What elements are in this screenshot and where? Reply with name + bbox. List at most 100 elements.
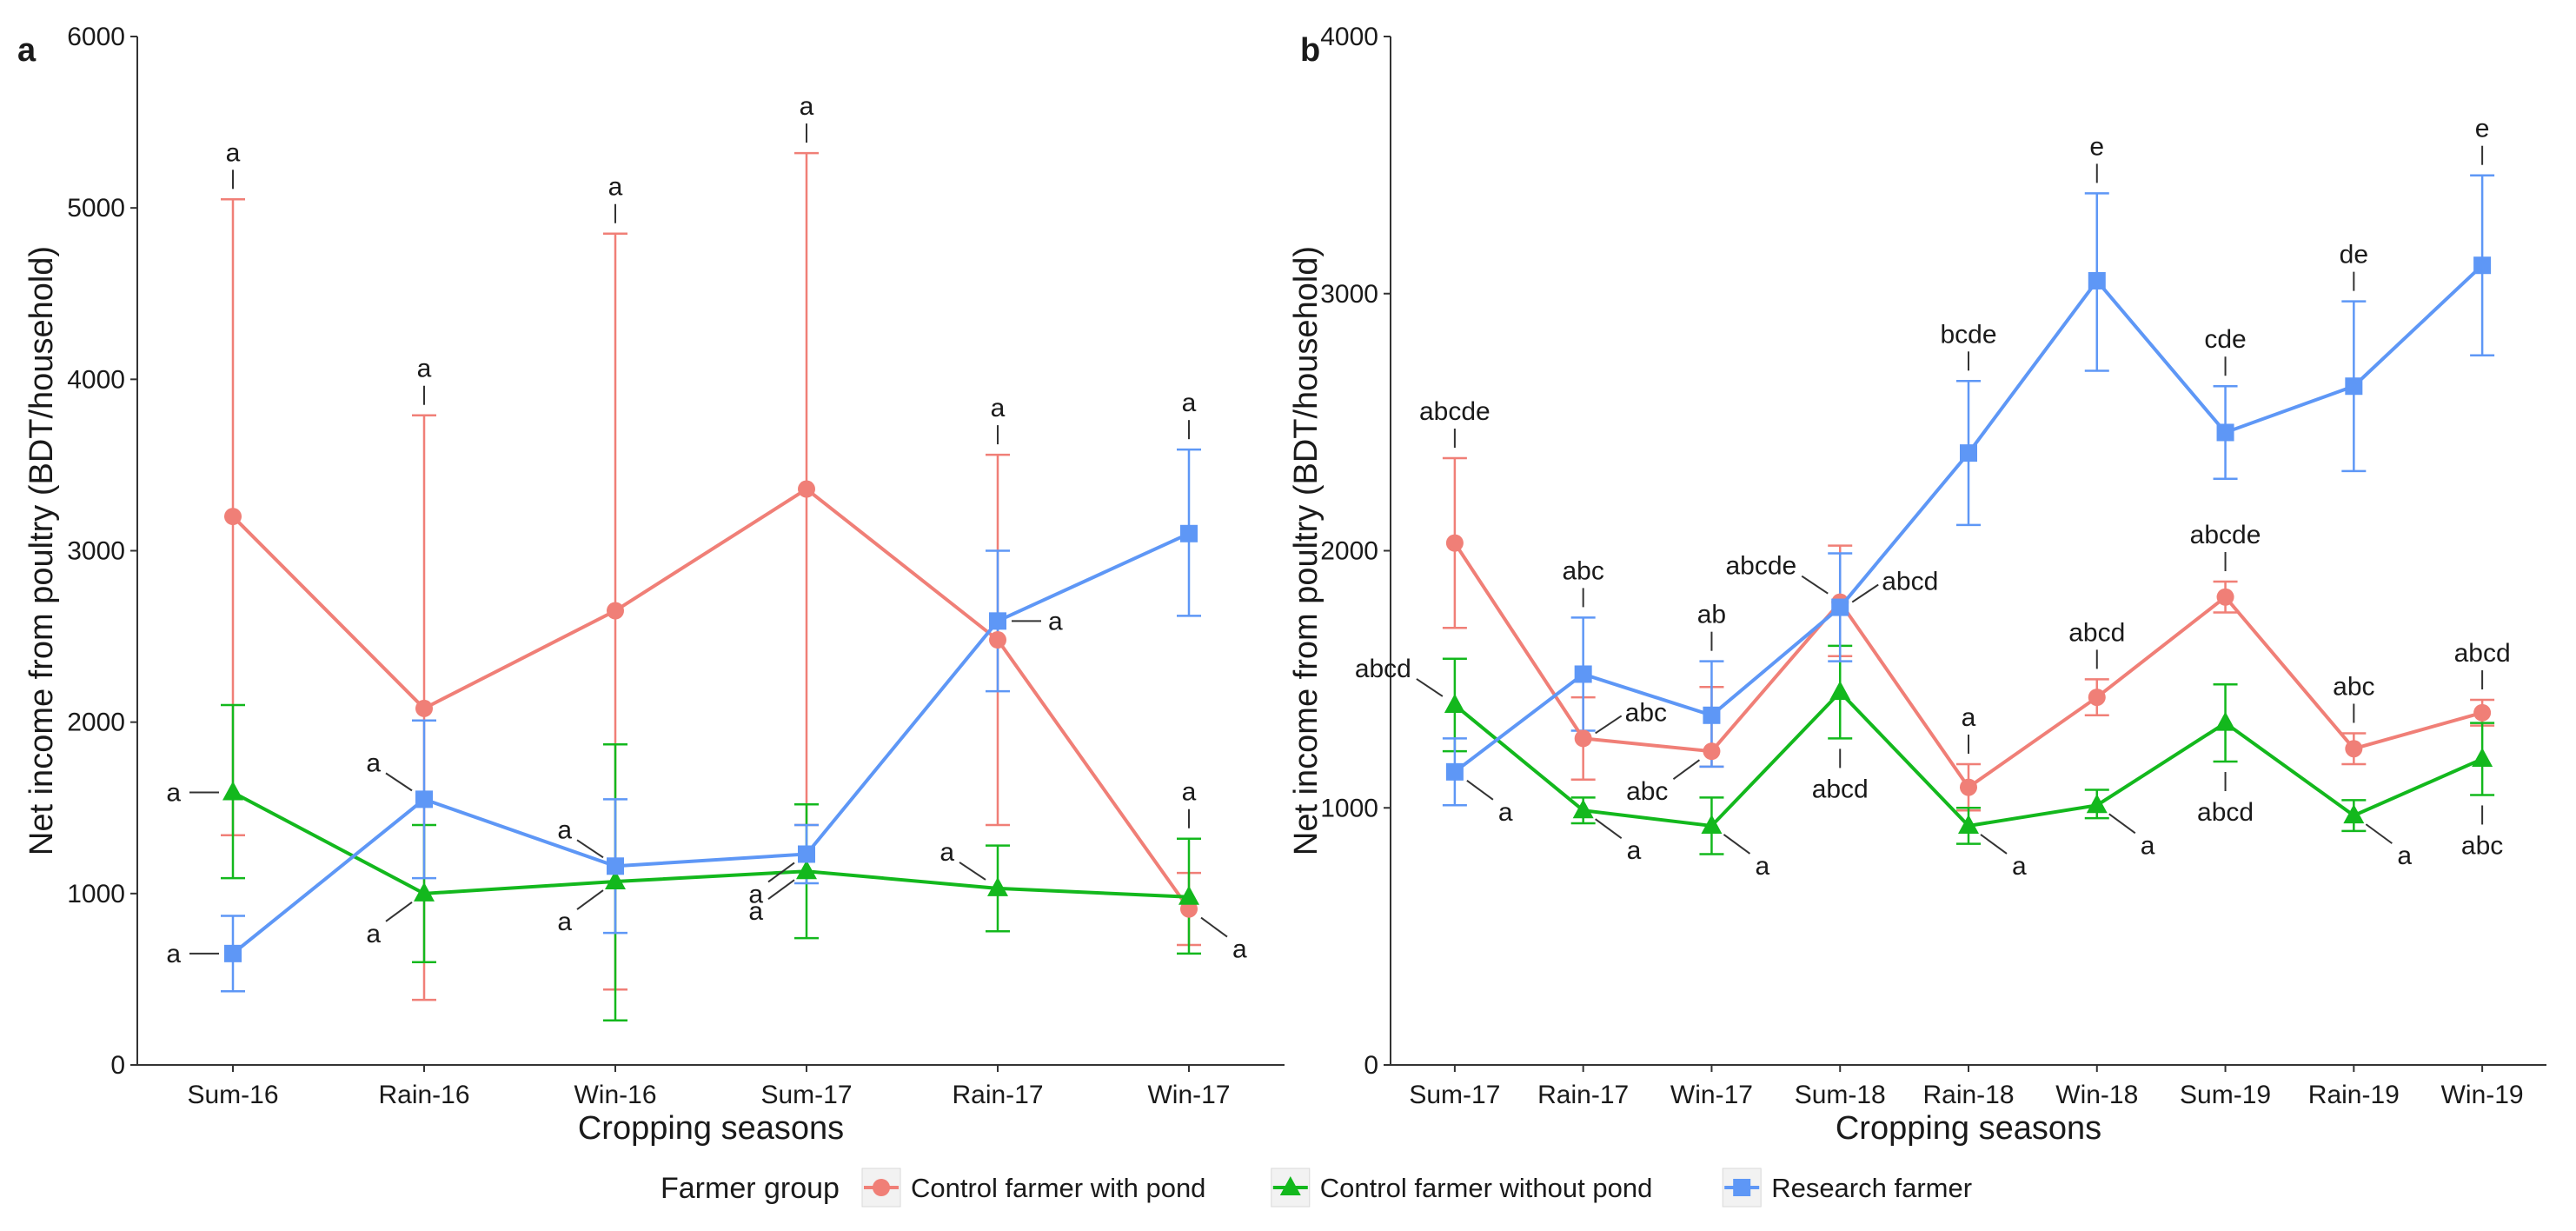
x-tick-label: Win-17 xyxy=(1147,1081,1230,1109)
sig-labels-control-farmer-without-pond: aa a aaa xyxy=(166,778,1196,948)
y-tick-label: 2000 xyxy=(67,709,125,737)
y-axis-title: Net income from poultry (BDT/household) xyxy=(23,246,60,855)
x-axis-title: Cropping seasons xyxy=(1836,1110,2101,1147)
sig-label: ab xyxy=(1697,601,1726,629)
legend: Farmer group Control farmer with pond Cont… xyxy=(661,1168,1972,1208)
data-point xyxy=(2472,748,2493,768)
series-control-farmer-with-pond xyxy=(1445,534,2492,796)
sig-label: a xyxy=(991,394,1006,423)
data-point xyxy=(2088,689,2106,707)
data-point xyxy=(1701,814,1723,834)
x-tick-label: Win-18 xyxy=(2055,1081,2138,1109)
sig-leader xyxy=(2108,813,2136,835)
x-tick-label: Sum-18 xyxy=(1795,1081,1886,1109)
data-point xyxy=(2216,588,2234,606)
data-point xyxy=(605,870,626,890)
sig-labels-control-farmer-without-pond: abcd a a abcd a a abcd a abc xyxy=(1355,655,2503,881)
error-bars-control-farmer-with-pond xyxy=(221,151,1201,1001)
legend-key-marker xyxy=(1733,1179,1751,1196)
y-tick-label: 3000 xyxy=(1320,280,1378,309)
y-tick-label: 6000 xyxy=(67,23,125,51)
data-point xyxy=(1445,534,1464,552)
data-point xyxy=(2345,377,2363,396)
sig-label: a xyxy=(166,940,181,968)
sig-label: abc xyxy=(2333,672,2374,701)
legend-item-control-farmer-with-pond: Control farmer with pond xyxy=(861,1168,1205,1208)
x-tick-label: Rain-17 xyxy=(952,1081,1043,1109)
sig-leader xyxy=(576,839,604,859)
sig-label: a xyxy=(1962,703,1976,732)
sig-leader xyxy=(1723,834,1751,855)
y-axis-title: Net income from poultry (BDT/household) xyxy=(1288,246,1325,855)
sig-label: a xyxy=(2012,852,2027,881)
sig-label: a xyxy=(1232,935,1247,964)
sig-labels-control-farmer-with-pond: a a a a a a xyxy=(226,92,1247,964)
x-tick-label: Rain-17 xyxy=(1537,1081,1629,1109)
data-point xyxy=(607,857,624,875)
legend-item-research-farmer: Research farmer xyxy=(1722,1168,1972,1208)
sig-label: a xyxy=(2397,842,2412,870)
sig-label: a xyxy=(939,838,954,867)
data-point xyxy=(414,882,435,902)
data-point xyxy=(2214,711,2236,731)
data-point xyxy=(2473,703,2492,722)
data-point xyxy=(798,480,815,498)
sig-labels-research-farmer: a a a a a a xyxy=(166,389,1196,968)
x-tick-label: Sum-17 xyxy=(760,1081,852,1109)
sig-leader xyxy=(1672,759,1701,780)
y-tick-label: 1000 xyxy=(67,880,125,908)
sig-leader xyxy=(576,889,604,910)
y-tick-label: 4000 xyxy=(67,365,125,394)
panel-a: 0 1000 2000 3000 4000 5000 6000 Sum-16 Rain-16 Wi… xyxy=(17,23,1285,1147)
x-tick-label: Win-16 xyxy=(574,1081,656,1109)
sig-label: a xyxy=(557,908,572,936)
x-tick-label: Win-19 xyxy=(2441,1081,2524,1109)
sig-label: a xyxy=(226,138,241,167)
legend-label: Control farmer with pond xyxy=(911,1173,1205,1203)
sig-label: a xyxy=(1182,778,1197,807)
data-point xyxy=(1703,742,1721,761)
sig-label: a xyxy=(1498,798,1513,827)
data-point xyxy=(989,612,1006,630)
sig-label: abc xyxy=(1625,698,1667,727)
y-tick-label: 0 xyxy=(1364,1051,1378,1080)
series-line xyxy=(231,531,1190,955)
sig-leader xyxy=(1416,678,1444,697)
sig-label: abcde xyxy=(2190,521,2261,549)
sig-label: a xyxy=(800,92,814,121)
x-tick-label: Sum-16 xyxy=(187,1081,278,1109)
data-point xyxy=(224,944,242,962)
data-point xyxy=(2216,423,2234,442)
legend-key-marker xyxy=(1279,1176,1301,1195)
data-point xyxy=(1831,598,1849,616)
sig-leader xyxy=(1980,834,2008,855)
data-point xyxy=(1574,665,1592,683)
data-point xyxy=(987,876,1008,896)
data-point xyxy=(2345,740,2363,758)
legend-label: Research farmer xyxy=(1771,1173,1972,1203)
series-research-farmer xyxy=(224,524,1198,962)
sig-leader xyxy=(385,902,413,922)
legend-title: Farmer group xyxy=(661,1172,840,1205)
x-tick-label: Win-17 xyxy=(1670,1081,1753,1109)
data-point xyxy=(2086,794,2108,814)
sig-leader xyxy=(1801,575,1829,595)
sig-labels-control-farmer-with-pond: abcde abc abc abcde a abcd abcde abc abcd xyxy=(1419,397,2511,806)
sig-label: abcde xyxy=(1419,397,1490,426)
sig-leader xyxy=(1851,583,1879,603)
data-point xyxy=(415,699,433,717)
series-control-farmer-with-pond xyxy=(224,480,1198,918)
sig-label: a xyxy=(748,880,763,908)
sig-label: a xyxy=(366,920,381,948)
sig-leader xyxy=(959,862,986,881)
sig-label: de xyxy=(2340,241,2368,269)
sig-leader xyxy=(1595,818,1623,840)
data-point xyxy=(2343,804,2365,824)
data-point xyxy=(607,602,624,620)
x-tick-label: Rain-18 xyxy=(1922,1081,2014,1109)
data-point xyxy=(415,790,433,808)
sig-label: abc xyxy=(1562,556,1603,585)
data-point xyxy=(2088,271,2106,289)
series-research-farmer xyxy=(1445,256,2492,781)
sig-label: cde xyxy=(2204,325,2246,354)
